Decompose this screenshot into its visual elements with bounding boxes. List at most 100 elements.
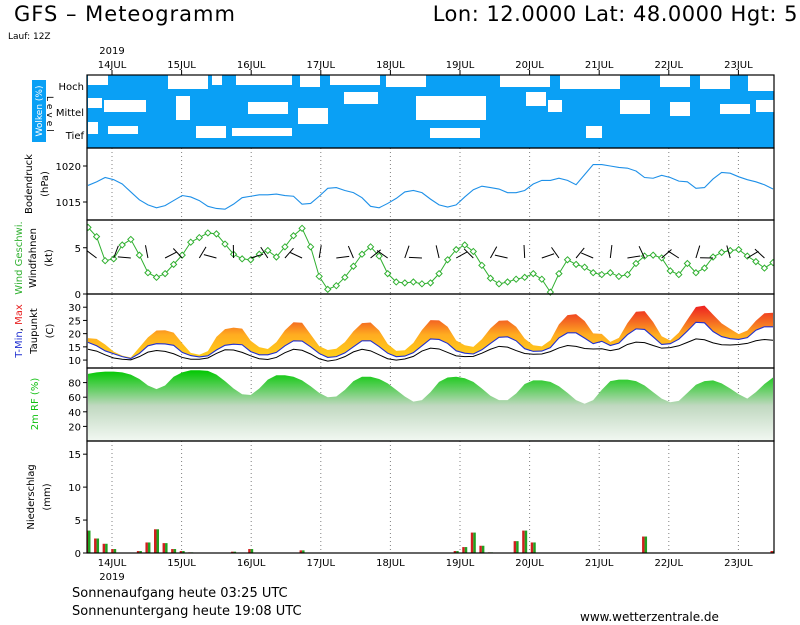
cloud-axis-label: Wolken (%): [35, 86, 45, 137]
wind-speed-point: [418, 280, 426, 288]
wind-speed-point: [486, 274, 495, 282]
precip-bar: [233, 551, 237, 553]
panel-frame-precipitation: [86, 440, 775, 554]
precip-bar-red: [642, 536, 645, 553]
temp-tick-label: 30: [68, 303, 81, 314]
wind-speed-point: [572, 260, 580, 269]
precip-bar-red: [162, 543, 166, 553]
wind-barb: [347, 245, 354, 259]
wind-speed-point: [409, 278, 418, 286]
wind-speed-point: [615, 272, 623, 281]
wind-barb: [494, 254, 508, 259]
wind-speed-point: [118, 241, 126, 249]
date-label-top: 23JUL: [724, 60, 753, 71]
precip-bar-red: [470, 532, 474, 553]
wind-speed-point: [717, 248, 726, 257]
precip-tick-label: 10: [68, 483, 81, 494]
temperature-band: [88, 305, 773, 359]
temp-axis-label: T-Min, Max: [14, 304, 25, 359]
precip-bar-red: [513, 541, 517, 553]
wind-barb: [284, 247, 294, 259]
wind-unit-label: (kt): [44, 249, 55, 267]
date-label-bottom: 20JUL: [515, 558, 544, 569]
wind-speed-point: [92, 232, 101, 241]
date-label-top: 20JUL: [515, 60, 544, 71]
wind-speed-point: [212, 230, 221, 238]
cloud-gap: [720, 104, 750, 114]
wind-speed-point: [512, 275, 520, 283]
temp-tick-label: 15: [68, 343, 81, 354]
precip-bar: [113, 549, 117, 553]
wind-speed-point: [503, 278, 512, 286]
wind-speed-point: [760, 264, 769, 272]
wind-barb: [541, 253, 555, 259]
precip-bar-red: [171, 549, 174, 553]
website-link[interactable]: www.wetterzentrale.de: [580, 610, 719, 624]
wind-barb: [144, 245, 149, 259]
wind-speed-point: [649, 251, 657, 259]
wind-speed-point: [101, 256, 109, 265]
chart-title: GFS – Meteogramm: [14, 2, 236, 26]
precip-bar-red: [248, 549, 251, 553]
wind-barb: [370, 249, 381, 259]
wind-speed-point: [452, 245, 460, 254]
date-label-bottom: 17JUL: [307, 558, 336, 569]
dewpoint-line: [87, 338, 774, 362]
wind-barb: [609, 245, 613, 259]
wind-barb: [627, 255, 641, 259]
date-label-top: 14JUL: [98, 60, 127, 71]
precip-bar-red: [102, 543, 106, 553]
cloud-gap: [298, 108, 328, 124]
wind-barb: [164, 251, 177, 259]
wind-speed-point: [769, 258, 774, 267]
cloud-level-label: Hoch: [59, 82, 84, 93]
precip-bar-red: [111, 549, 114, 553]
wind-speed-point: [375, 252, 383, 260]
precip-bar: [644, 536, 648, 553]
cloud-gap: [548, 100, 562, 112]
date-label-bottom: 21JUL: [585, 558, 614, 569]
cloud-gap: [212, 75, 222, 85]
wind-barb: [575, 247, 585, 259]
wind-speed-point: [127, 235, 135, 244]
cloud-gap: [196, 126, 226, 138]
cloud-level-label: Tief: [65, 131, 85, 142]
wind-speed-point: [709, 253, 717, 261]
precip-bar-red: [462, 547, 465, 553]
precip-bar: [524, 530, 528, 553]
wind-speed-point: [238, 255, 246, 263]
wind-speed-point: [315, 272, 323, 281]
cloud-gap: [586, 126, 602, 138]
wind-speed-point: [683, 259, 692, 268]
wind-speed-point: [675, 270, 683, 279]
precip-bar: [105, 543, 108, 553]
wind-barb: [726, 245, 731, 259]
wind-speed-point: [529, 269, 537, 278]
wind-barb: [408, 256, 422, 259]
wind-speed-point: [246, 256, 255, 264]
wind-speed-point: [169, 260, 178, 269]
sunrise-text: Sonnenaufgang heute 03:25 UTC: [72, 586, 288, 601]
wind-speed-point: [272, 253, 281, 261]
wind-barb: [638, 246, 646, 259]
wind-speed-point: [306, 243, 315, 251]
wind-axis-label2: Windfahnen: [28, 228, 39, 288]
precip-bar-red: [770, 551, 773, 553]
wind-barb: [376, 250, 388, 259]
precip-bar: [139, 551, 142, 553]
pressure-line: [87, 164, 774, 210]
wind-speed-point: [495, 280, 503, 288]
wind-speed-point: [563, 256, 572, 264]
wind-speed-point: [666, 267, 674, 275]
wind-barb: [667, 250, 680, 259]
tmin-line: [87, 321, 773, 360]
cloud-gap: [176, 96, 190, 120]
temp-tick-label: 10: [68, 356, 81, 367]
wind-speed-point: [461, 241, 469, 249]
wind-speed-point: [195, 233, 204, 242]
wind-barb: [260, 246, 269, 259]
pressure-unit-label: (hPa): [40, 171, 51, 197]
cloud-gap: [232, 128, 292, 136]
precip-bar: [165, 543, 168, 553]
rh-tick-label: 60: [68, 393, 81, 404]
